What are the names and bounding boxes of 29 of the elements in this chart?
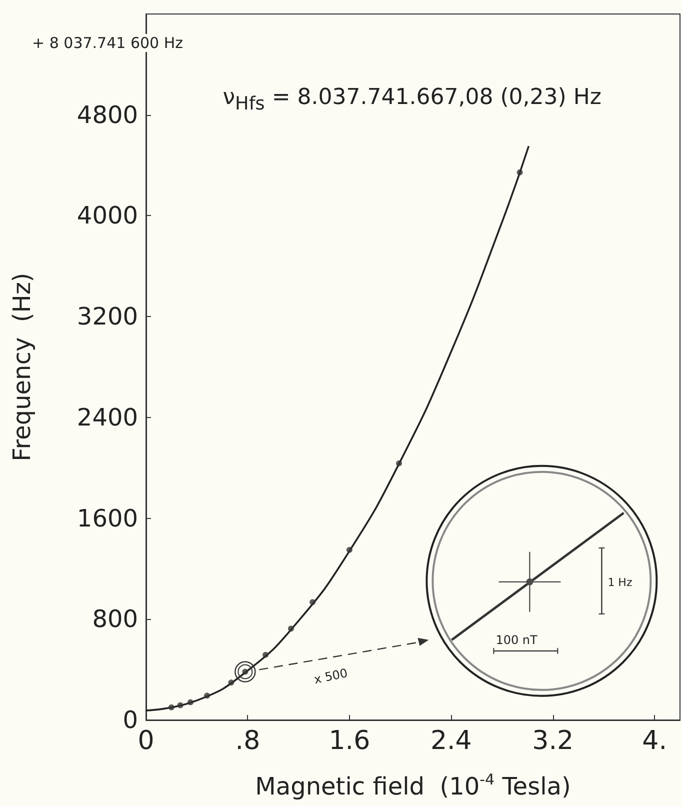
x-tick-label: 4. (642, 726, 667, 756)
x-tick-label: 1.6 (328, 726, 370, 756)
x-tick-label: 3.2 (532, 726, 574, 756)
point (188, 699, 194, 706)
point (262, 652, 269, 658)
y-tick-label: 3200 (76, 302, 138, 331)
annotation: ν$_{Hfs}$ = 8.037.741.667,08 (0,23) Hz (220, 84, 604, 114)
y-tick-label: 1600 (76, 504, 138, 532)
point (346, 546, 352, 553)
point (228, 680, 234, 686)
x-tick-label: .8 (235, 726, 260, 756)
y-tick-label: 0 (122, 706, 138, 734)
point (288, 626, 294, 632)
point (396, 460, 402, 466)
point (310, 599, 316, 606)
annotation: x 500 (312, 666, 349, 687)
point (516, 169, 523, 176)
point (177, 702, 184, 708)
y-tick-label: 4000 (76, 202, 138, 230)
y-tick-label: 2400 (76, 403, 138, 432)
x-tick-label: 2.4 (430, 726, 472, 756)
y-tick-label: 4800 (76, 100, 138, 129)
annotation: + 8 037.741 600 Hz (30, 34, 185, 52)
annotation: 100 nT (496, 632, 538, 647)
y-tick-label: 800 (92, 605, 138, 634)
annotation: 1 Hz (608, 576, 632, 589)
point (204, 692, 210, 699)
point (168, 704, 174, 710)
y-axis-title: Frequency (Hz) (8, 272, 36, 462)
